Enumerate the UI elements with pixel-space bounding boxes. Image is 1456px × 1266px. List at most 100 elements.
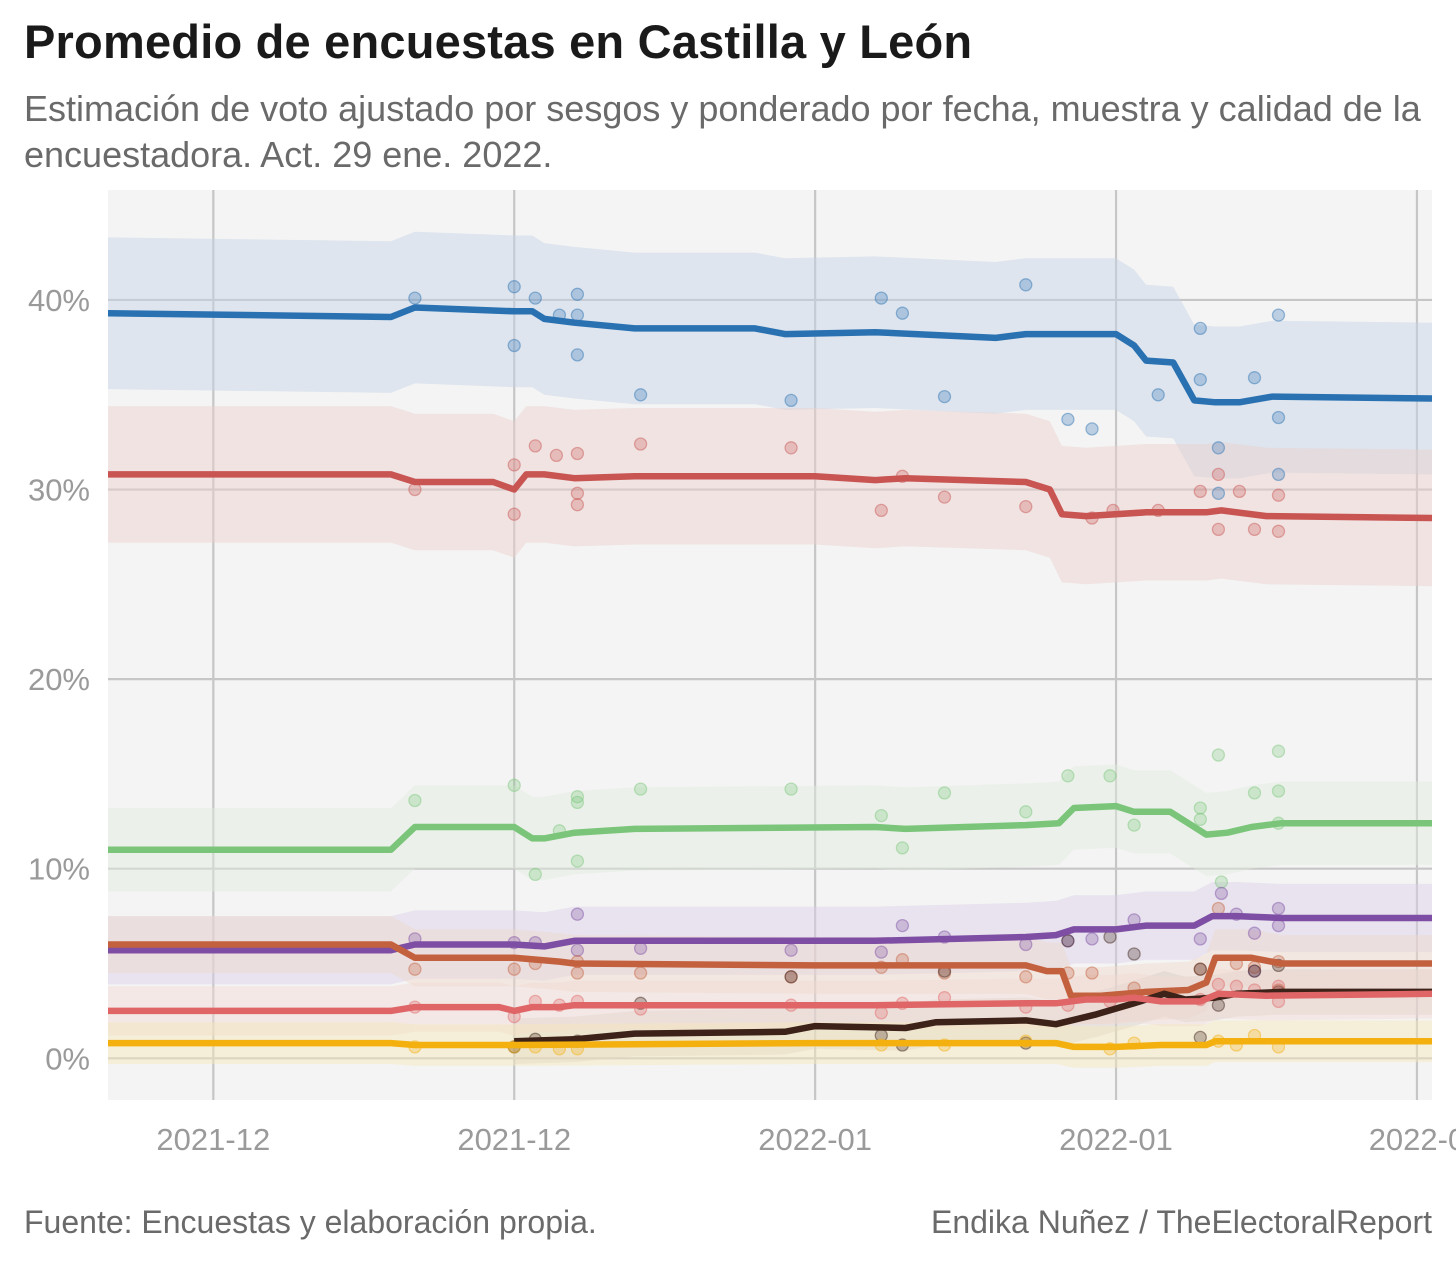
trend-line-series-2 xyxy=(108,802,1432,854)
poll-point-s3-20 xyxy=(1247,964,1262,978)
poll-point-s1-13 xyxy=(1019,499,1033,514)
band-series-0 xyxy=(108,231,1432,479)
poll-point-s0-6 xyxy=(507,338,521,353)
poll-point-s4-1 xyxy=(507,962,521,976)
y-tick-label-0: 0% xyxy=(45,1041,90,1076)
poll-point-s0-1 xyxy=(507,280,521,294)
poll-point-s3-18 xyxy=(1271,901,1286,916)
poll-point-s0-8 xyxy=(633,388,648,402)
poll-point-s0-2 xyxy=(528,291,542,305)
poll-point-s1-21 xyxy=(1271,488,1286,502)
poll-point-s1-18 xyxy=(1211,467,1226,482)
poll-point-s3-19 xyxy=(1271,918,1286,933)
poll-point-s1-10 xyxy=(874,503,888,518)
poll-point-s6-7 xyxy=(874,1006,888,1020)
poll-point-s0-18 xyxy=(1193,372,1207,387)
poll-point-s0-10 xyxy=(874,291,888,305)
poll-point-s3-4 xyxy=(570,943,585,957)
poll-point-s0-17 xyxy=(1193,321,1207,336)
poll-point-s0-19 xyxy=(1211,441,1226,455)
poll-point-s3-15 xyxy=(1214,886,1229,901)
poll-point-s0-24 xyxy=(1211,486,1226,500)
poll-point-s0-14 xyxy=(1061,412,1075,427)
poll-point-s0-23 xyxy=(1271,467,1286,482)
poll-point-s1-0 xyxy=(408,482,422,497)
x-axis-tick-labels: 2021-12 2021-12 2022-01 2022-01 2022-0 xyxy=(156,1122,1456,1157)
poll-point-s1-4 xyxy=(549,448,564,463)
poll-point-s2-13 xyxy=(1061,769,1075,783)
x-tick-label-0: 2021-12 xyxy=(156,1122,270,1157)
poll-point-s5-10 xyxy=(1103,930,1117,944)
poll-point-s5-9 xyxy=(1061,934,1075,948)
poll-point-s5-13 xyxy=(1193,1030,1207,1045)
poll-point-s2-5 xyxy=(570,795,585,810)
poll-point-s3-5 xyxy=(633,941,648,955)
poll-point-s4-15 xyxy=(1211,901,1226,916)
poll-point-s2-19 xyxy=(1211,748,1226,762)
poll-point-s3-6 xyxy=(784,943,798,957)
poll-point-s1-9 xyxy=(784,441,798,455)
poll-point-s2-0 xyxy=(408,793,422,808)
y-tick-label-3: 30% xyxy=(28,473,90,508)
y-tick-label-1: 10% xyxy=(28,852,90,887)
poll-point-s2-14 xyxy=(1103,769,1117,783)
source-note: Fuente: Encuestas y elaboración propia. xyxy=(24,1204,597,1240)
poll-point-s5-4 xyxy=(784,970,798,984)
x-tick-label-1: 2021-12 xyxy=(457,1122,571,1157)
poll-point-s0-22 xyxy=(1271,410,1286,425)
poll-point-s0-12 xyxy=(937,389,952,404)
poll-point-s5-15 xyxy=(1247,964,1262,978)
poll-point-s1-23 xyxy=(1211,522,1226,537)
y-tick-label-2: 20% xyxy=(28,662,90,697)
poll-point-s4-5 xyxy=(633,966,648,980)
poll-point-s1-22 xyxy=(1271,524,1286,538)
poll-point-s1-5 xyxy=(570,446,585,461)
poll-point-s2-20 xyxy=(1247,786,1262,800)
poll-point-s2-7 xyxy=(633,782,648,796)
poll-point-s1-20 xyxy=(1247,522,1262,537)
poll-point-s2-21 xyxy=(1271,744,1286,758)
poll-point-s0-13 xyxy=(1019,278,1033,292)
poll-point-s4-4 xyxy=(570,966,585,980)
trend-line-series-7 xyxy=(108,1037,1432,1051)
poll-point-s0-21 xyxy=(1271,308,1286,322)
chart-title: Promedio de encuestas en Castilla y León xyxy=(24,15,973,68)
trend-line-series-3 xyxy=(108,912,1432,954)
x-tick-label-3: 2022-01 xyxy=(1059,1122,1173,1157)
author-credit: Endika Nuñez / TheElectoralReport xyxy=(930,1204,1432,1240)
trend-line-series-4 xyxy=(108,941,1432,999)
poll-point-s4-10 xyxy=(1019,970,1033,984)
poll-point-s0-11 xyxy=(895,306,910,320)
poll-point-s2-8 xyxy=(784,782,798,796)
poll-point-s0-16 xyxy=(1151,388,1165,402)
poll-point-s3-7 xyxy=(874,945,888,959)
poll-point-s3-12 xyxy=(1085,932,1099,946)
band-series-1 xyxy=(108,406,1432,587)
poll-point-s2-15 xyxy=(1127,818,1141,832)
trend-line-series-1 xyxy=(108,471,1433,522)
poll-point-s3-14 xyxy=(1193,932,1207,946)
poll-point-s0-0 xyxy=(408,291,422,305)
poll-point-s0-20 xyxy=(1247,371,1262,385)
poll-point-s0-7 xyxy=(570,348,585,362)
poll-point-s3-8 xyxy=(895,918,910,933)
poll-point-s2-6 xyxy=(570,854,585,868)
y-axis-tick-labels: 0% 10% 20% 30% 40% xyxy=(28,283,90,1076)
poll-point-s2-11 xyxy=(937,786,952,800)
poll-point-s4-0 xyxy=(408,962,422,976)
poll-point-s5-12 xyxy=(1193,962,1207,976)
poll-point-s2-17 xyxy=(1193,812,1207,827)
poll-point-s2-12 xyxy=(1019,805,1033,819)
poll-point-s5-14 xyxy=(1211,998,1226,1012)
x-tick-label-4: 2022-0 xyxy=(1369,1122,1456,1157)
trend-line-series-0 xyxy=(107,304,1433,406)
poll-point-s1-8 xyxy=(633,437,648,451)
poll-point-s3-11 xyxy=(1061,934,1075,948)
poll-point-s0-3 xyxy=(570,287,585,301)
poll-point-s5-11 xyxy=(1127,947,1141,961)
grid-lines xyxy=(108,190,1432,1100)
poll-point-s6-15 xyxy=(1211,977,1226,992)
poll-point-s2-2 xyxy=(528,867,542,882)
trend-lines xyxy=(107,304,1433,1051)
